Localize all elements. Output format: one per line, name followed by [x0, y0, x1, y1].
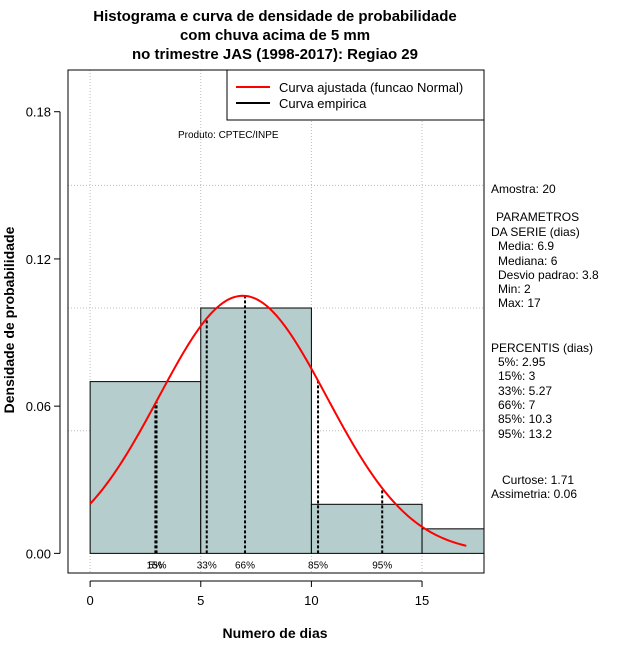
- percentile-label-4: 85%: [308, 560, 328, 571]
- percentil-5: 5%: 2.95: [498, 355, 546, 369]
- histogram-bar-1: [200, 307, 312, 554]
- percentile-lines: 5%15% 33% 66% 85% 95%: [147, 295, 392, 571]
- percentile-label-0: 5%: [148, 560, 163, 571]
- y-tick-label-0: 0.00: [26, 546, 51, 561]
- percentile-label-1: 15%: [147, 560, 167, 571]
- param-min: Min: 2: [498, 282, 531, 296]
- histogram-bar-2: [310, 503, 423, 554]
- params-title-2: DA SERIE (dias): [491, 225, 580, 239]
- percentis-title: PERCENTIS (dias): [491, 341, 593, 355]
- y-tick-label-2: 0.12: [26, 252, 51, 267]
- chart-title-line-1: Histograma e curva de densidade de proba…: [93, 8, 456, 25]
- sample-size: Amostra: 20: [491, 182, 556, 196]
- normal-fit-curve: [89, 294, 467, 547]
- histogram-bars: [89, 307, 485, 554]
- x-axis-label: Numero de dias: [222, 625, 327, 641]
- x-tick-label-1: 5: [197, 593, 204, 608]
- percentile-label-3: 66%: [235, 560, 255, 571]
- params-title-1: PARAMETROS: [496, 210, 579, 224]
- axes: 0 5 10 15 0.00 0.06 0.12 0.18: [26, 105, 430, 608]
- legend-label-empirical: Curva empirica: [279, 96, 367, 111]
- param-max: Max: 17: [498, 296, 541, 310]
- percentil-95: 95%: 13.2: [498, 427, 552, 441]
- legend: Curva ajustada (funcao Normal) Curva emp…: [226, 69, 485, 121]
- percentil-33: 33%: 5.27: [498, 384, 552, 398]
- legend-label-fitted: Curva ajustada (funcao Normal): [279, 80, 463, 95]
- chart-title-line-3: no trimestre JAS (1998-2017): Regiao 29: [132, 46, 418, 63]
- percentil-85: 85%: 10.3: [498, 412, 552, 426]
- stats-panel: Amostra: 20 PARAMETROS DA SERIE (dias) M…: [491, 182, 599, 501]
- histogram-bar-0: [89, 381, 202, 554]
- legend-box: [226, 69, 485, 121]
- percentile-label-2: 33%: [197, 560, 217, 571]
- param-media: Media: 6.9: [498, 239, 554, 253]
- x-tick-label-0: 0: [87, 593, 94, 608]
- fitted-curve: [89, 294, 467, 547]
- product-label: Produto: CPTEC/INPE: [178, 130, 279, 141]
- param-desvio: Desvio padrao: 3.8: [498, 268, 599, 282]
- x-tick-label-3: 15: [415, 593, 429, 608]
- x-tick-label-2: 10: [304, 593, 318, 608]
- percentil-66: 66%: 7: [498, 398, 536, 412]
- y-axis-label: Densidade de probabilidade: [1, 226, 17, 413]
- y-tick-label-1: 0.06: [26, 399, 51, 414]
- chart-title-line-2: com chuva acima de 5 mm: [180, 27, 370, 44]
- param-mediana: Mediana: 6: [498, 254, 558, 268]
- percentile-label-5: 95%: [372, 560, 392, 571]
- percentil-15: 15%: 3: [498, 369, 536, 383]
- curtose: Curtose: 1.71: [502, 473, 574, 487]
- y-tick-label-3: 0.18: [26, 105, 51, 120]
- assimetria: Assimetria: 0.06: [491, 487, 577, 501]
